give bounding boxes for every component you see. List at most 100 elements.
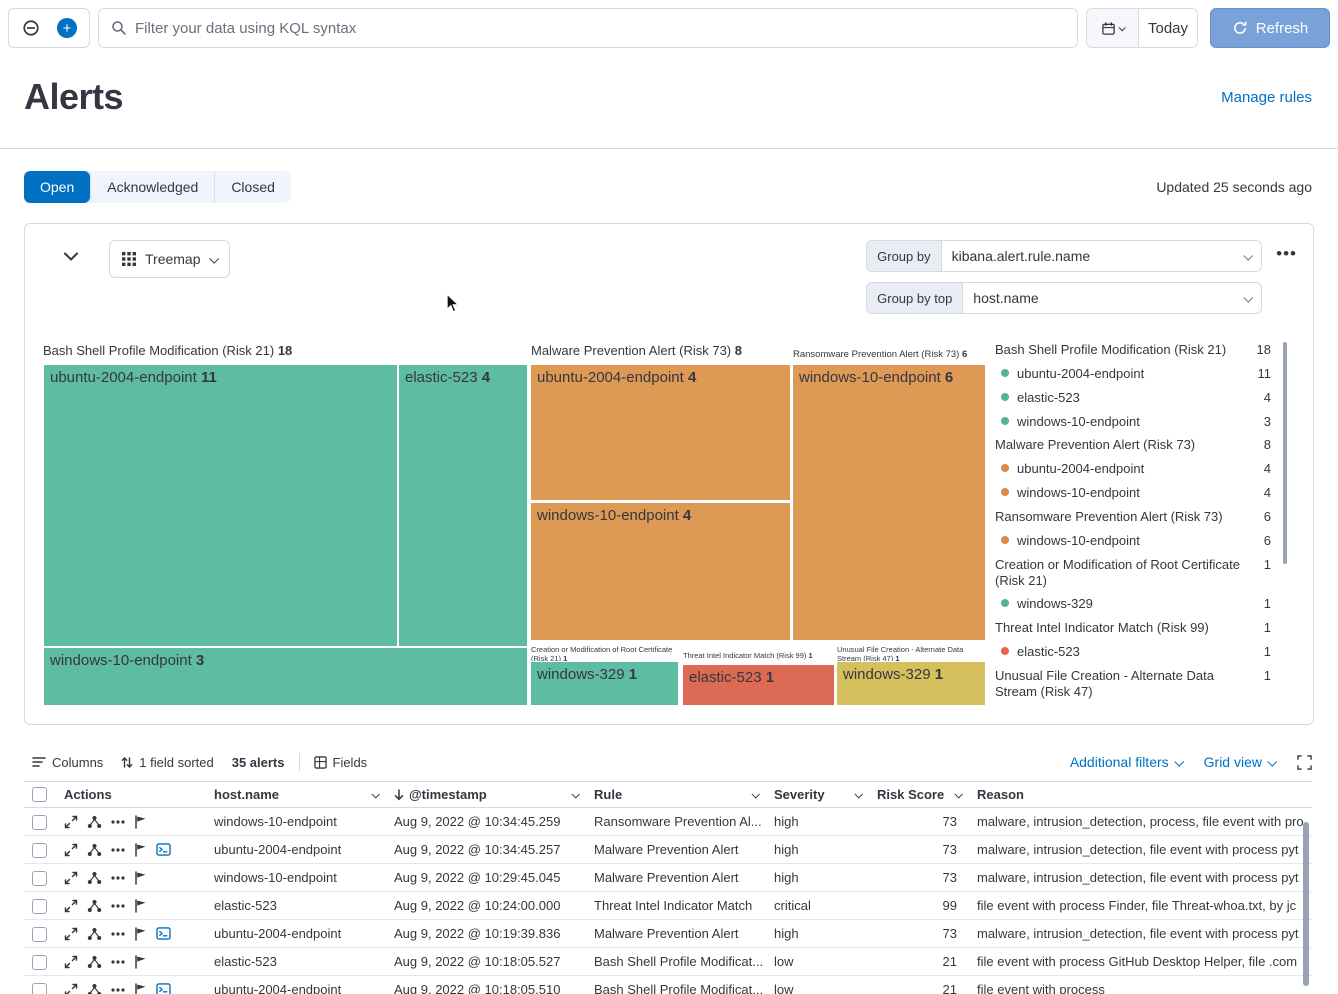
treemap-cell[interactable]: windows-329 1 (530, 661, 679, 706)
cell-rule: Malware Prevention Alert (594, 870, 739, 885)
select-all-checkbox[interactable] (32, 787, 47, 802)
investigate-in-timeline-icon[interactable] (134, 954, 147, 969)
tab-open[interactable]: Open (24, 171, 91, 203)
treemap-cell[interactable]: elastic-523 4 (398, 364, 528, 647)
add-filter-button[interactable]: + (53, 14, 81, 42)
open-session-view-icon[interactable] (156, 843, 171, 856)
fullscreen-button[interactable] (1297, 754, 1312, 770)
open-session-view-icon[interactable] (156, 983, 171, 994)
more-actions-icon[interactable] (111, 903, 125, 908)
legend-child-item[interactable]: windows-10-endpoint 4 (995, 481, 1271, 505)
header-reason[interactable]: Reason (977, 787, 1024, 802)
treemap-group-label: Malware Prevention Alert (Risk 73) 8 (531, 343, 742, 358)
expand-alert-icon[interactable] (64, 843, 78, 857)
treemap-cell[interactable]: ubuntu-2004-endpoint 4 (530, 364, 791, 501)
additional-filters-button[interactable]: Additional filters (1070, 754, 1184, 770)
row-checkbox[interactable] (32, 898, 47, 914)
grid-view-button[interactable]: Grid view (1204, 754, 1278, 770)
legend-child-item[interactable]: elastic-523 4 (995, 386, 1271, 410)
treemap-cell[interactable]: windows-10-endpoint 4 (530, 502, 791, 641)
header-timestamp[interactable]: @timestamp (386, 787, 586, 802)
header-rule[interactable]: Rule (586, 787, 766, 802)
more-actions-icon[interactable] (111, 987, 125, 992)
tab-closed[interactable]: Closed (214, 171, 291, 203)
group-by-select[interactable]: kibana.alert.rule.name (942, 241, 1262, 271)
panel-options-button[interactable]: ••• (1276, 244, 1297, 263)
refresh-button[interactable]: Refresh (1210, 8, 1330, 48)
analyze-event-icon[interactable] (87, 955, 102, 969)
legend-group-item[interactable]: Creation or Modification of Root Certifi… (995, 553, 1271, 593)
row-checkbox[interactable] (32, 926, 47, 942)
analyze-event-icon[interactable] (87, 899, 102, 913)
expand-alert-icon[interactable] (64, 899, 78, 913)
table-scrollbar[interactable] (1303, 822, 1309, 986)
legend-child-item[interactable]: ubuntu-2004-endpoint 11 (995, 362, 1271, 386)
open-session-view-icon[interactable] (156, 927, 171, 940)
row-checkbox[interactable] (32, 954, 47, 970)
legend-group-item[interactable]: Malware Prevention Alert (Risk 73) 8 (995, 433, 1271, 457)
expand-alert-icon[interactable] (64, 983, 78, 994)
expand-alert-icon[interactable] (64, 927, 78, 941)
investigate-in-timeline-icon[interactable] (134, 842, 147, 857)
expand-alert-icon[interactable] (64, 871, 78, 885)
group-by-top-select[interactable]: host.name (963, 283, 1261, 313)
row-checkbox[interactable] (32, 842, 47, 858)
more-actions-icon[interactable] (111, 875, 125, 880)
investigate-in-timeline-icon[interactable] (134, 982, 147, 994)
today-button[interactable]: Today (1147, 19, 1189, 37)
chart-type-select[interactable]: Treemap (109, 240, 230, 278)
treemap-group-label: Creation or Modification of Root Certifi… (531, 645, 673, 663)
analyze-event-icon[interactable] (87, 927, 102, 941)
header-severity[interactable]: Severity (766, 787, 869, 802)
treemap-cell[interactable]: windows-10-endpoint 3 (43, 647, 528, 706)
expand-alert-icon[interactable] (64, 815, 78, 829)
legend-group-item[interactable]: Threat Intel Indicator Match (Risk 99) 1 (995, 616, 1271, 640)
header-risk-score[interactable]: Risk Score (869, 787, 969, 802)
treemap-cell[interactable]: windows-329 1 (836, 661, 986, 706)
legend-group-item[interactable]: Unusual File Creation - Alternate Data S… (995, 664, 1271, 704)
legend-child-item[interactable]: windows-329 1 (995, 592, 1271, 616)
expand-alert-icon[interactable] (64, 955, 78, 969)
treemap-cell[interactable]: elastic-523 1 (682, 664, 835, 706)
treemap-cell[interactable]: windows-10-endpoint 6 (792, 364, 986, 641)
investigate-in-timeline-icon[interactable] (134, 926, 147, 941)
analyze-event-icon[interactable] (87, 983, 102, 994)
legend-child-item[interactable]: ubuntu-2004-endpoint 4 (995, 457, 1271, 481)
legend-group-item[interactable]: Bash Shell Profile Modification (Risk 21… (995, 338, 1271, 362)
more-actions-icon[interactable] (111, 959, 125, 964)
row-checkbox[interactable] (32, 982, 47, 994)
more-actions-icon[interactable] (111, 931, 125, 936)
collapse-chart-button[interactable] (55, 240, 87, 272)
analyze-event-icon[interactable] (87, 843, 102, 857)
manage-rules-link[interactable]: Manage rules (1221, 88, 1312, 106)
table-row: elastic-523 Aug 9, 2022 @ 10:24:00.000 Thr… (24, 892, 1312, 920)
legend-child-item[interactable]: windows-10-endpoint 3 (995, 410, 1271, 434)
row-checkbox[interactable] (32, 870, 47, 886)
cell-rule: Bash Shell Profile Modificat... (594, 982, 764, 994)
legend-count: 1 (1263, 556, 1271, 572)
investigate-in-timeline-icon[interactable] (134, 814, 147, 829)
legend-label: windows-10-endpoint (1017, 413, 1140, 429)
kql-search-input[interactable]: Filter your data using KQL syntax (98, 8, 1078, 48)
header-host-name[interactable]: host.name (206, 787, 386, 802)
date-popover-button[interactable] (1087, 9, 1139, 47)
more-actions-icon[interactable] (111, 847, 125, 852)
sort-fields-button[interactable]: 1 field sorted (121, 755, 214, 770)
analyze-event-icon[interactable] (87, 815, 102, 829)
refresh-label: Refresh (1255, 19, 1309, 37)
treemap-cell[interactable]: ubuntu-2004-endpoint 11 (43, 364, 398, 647)
row-checkbox[interactable] (32, 814, 47, 830)
saved-query-menu-button[interactable] (17, 14, 45, 42)
legend-child-item[interactable]: elastic-523 1 (995, 640, 1271, 664)
legend-scrollbar[interactable] (1283, 342, 1287, 564)
investigate-in-timeline-icon[interactable] (134, 898, 147, 913)
analyze-event-icon[interactable] (87, 871, 102, 885)
legend-child-item[interactable]: windows-10-endpoint 6 (995, 529, 1271, 553)
more-actions-icon[interactable] (111, 819, 125, 824)
columns-button[interactable]: Columns (32, 755, 103, 770)
investigate-in-timeline-icon[interactable] (134, 870, 147, 885)
fields-button[interactable]: Fields (313, 755, 367, 770)
legend-group-item[interactable]: Ransomware Prevention Alert (Risk 73) 6 (995, 505, 1271, 529)
cell-host-name: ubuntu-2004-endpoint (214, 842, 342, 857)
tab-acknowledged[interactable]: Acknowledged (90, 171, 214, 203)
